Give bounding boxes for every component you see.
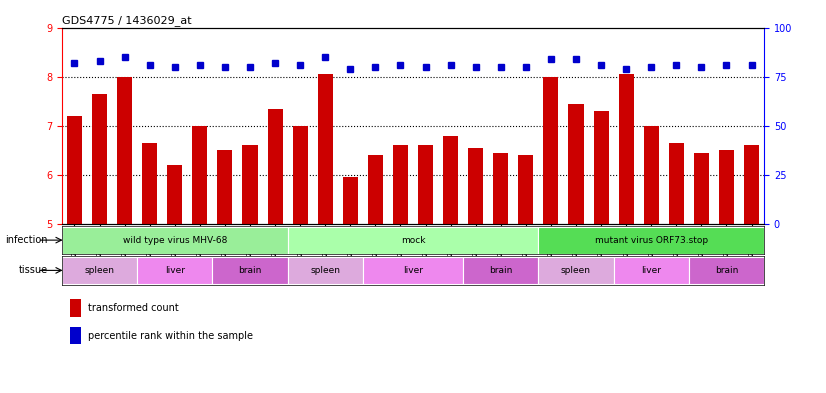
Bar bbox=[443, 136, 458, 393]
Text: brain: brain bbox=[714, 266, 738, 275]
Bar bbox=[192, 126, 207, 393]
Bar bbox=[493, 153, 508, 393]
Bar bbox=[117, 77, 132, 393]
Bar bbox=[719, 151, 734, 393]
Bar bbox=[167, 165, 183, 393]
Bar bbox=[137, 257, 212, 284]
Bar bbox=[468, 148, 483, 393]
Bar bbox=[744, 145, 759, 393]
Bar bbox=[643, 126, 659, 393]
Bar bbox=[287, 257, 363, 284]
Bar bbox=[594, 111, 609, 393]
Text: spleen: spleen bbox=[84, 266, 115, 275]
Bar bbox=[368, 155, 383, 393]
Bar bbox=[544, 77, 558, 393]
Text: liver: liver bbox=[403, 266, 423, 275]
Text: mutant virus ORF73.stop: mutant virus ORF73.stop bbox=[595, 236, 708, 244]
Bar bbox=[62, 257, 137, 284]
Bar bbox=[568, 104, 583, 393]
Bar bbox=[268, 108, 282, 393]
Text: liver: liver bbox=[165, 266, 185, 275]
Bar bbox=[689, 257, 764, 284]
Bar bbox=[287, 226, 539, 254]
Text: liver: liver bbox=[641, 266, 661, 275]
Bar bbox=[669, 143, 684, 393]
Text: infection: infection bbox=[6, 235, 48, 245]
Bar bbox=[217, 151, 232, 393]
Text: brain: brain bbox=[239, 266, 262, 275]
Bar bbox=[318, 74, 333, 393]
Text: spleen: spleen bbox=[311, 266, 340, 275]
Bar bbox=[418, 145, 433, 393]
Bar bbox=[343, 177, 358, 393]
Bar bbox=[393, 145, 408, 393]
Bar bbox=[292, 126, 307, 393]
Text: spleen: spleen bbox=[561, 266, 591, 275]
Bar bbox=[62, 226, 287, 254]
Text: wild type virus MHV-68: wild type virus MHV-68 bbox=[122, 236, 227, 244]
Bar bbox=[614, 257, 689, 284]
Text: brain: brain bbox=[489, 266, 512, 275]
Bar bbox=[539, 226, 764, 254]
Bar bbox=[694, 153, 709, 393]
Text: mock: mock bbox=[401, 236, 425, 244]
Bar bbox=[92, 94, 107, 393]
Bar bbox=[519, 155, 534, 393]
Bar bbox=[463, 257, 539, 284]
Bar bbox=[539, 257, 614, 284]
Bar bbox=[142, 143, 157, 393]
Text: percentile rank within the sample: percentile rank within the sample bbox=[88, 331, 253, 341]
Text: transformed count: transformed count bbox=[88, 303, 178, 313]
Bar bbox=[67, 116, 82, 393]
Bar bbox=[619, 74, 634, 393]
Text: tissue: tissue bbox=[19, 265, 48, 275]
Bar bbox=[243, 145, 258, 393]
Text: GDS4775 / 1436029_at: GDS4775 / 1436029_at bbox=[62, 15, 192, 26]
Bar bbox=[363, 257, 463, 284]
Bar bbox=[212, 257, 287, 284]
